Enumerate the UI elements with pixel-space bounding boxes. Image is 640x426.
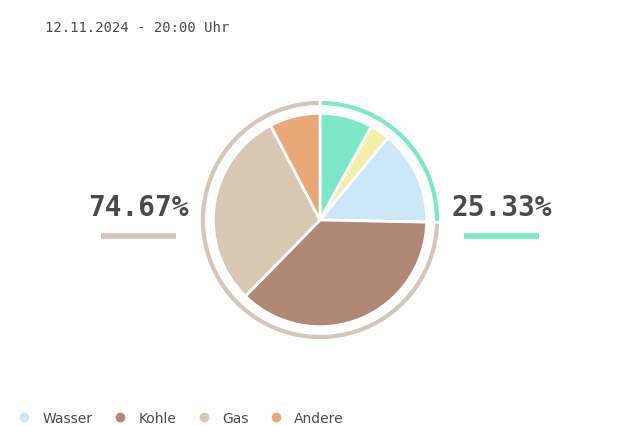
Text: 12.11.2024 - 20:00 Uhr: 12.11.2024 - 20:00 Uhr [45, 21, 229, 35]
Wedge shape [200, 100, 440, 341]
Wedge shape [320, 100, 440, 223]
Wedge shape [271, 114, 320, 220]
Text: 25.33%: 25.33% [451, 194, 552, 222]
Wedge shape [320, 138, 427, 223]
Wedge shape [213, 126, 320, 296]
Wedge shape [245, 220, 427, 327]
Wedge shape [320, 127, 388, 220]
Wedge shape [320, 114, 371, 220]
Legend: Wind, Solar, Wasser, Kohle, Gas, Andere: Wind, Solar, Wasser, Kohle, Gas, Andere [0, 406, 349, 426]
Text: 74.67%: 74.67% [88, 194, 189, 222]
